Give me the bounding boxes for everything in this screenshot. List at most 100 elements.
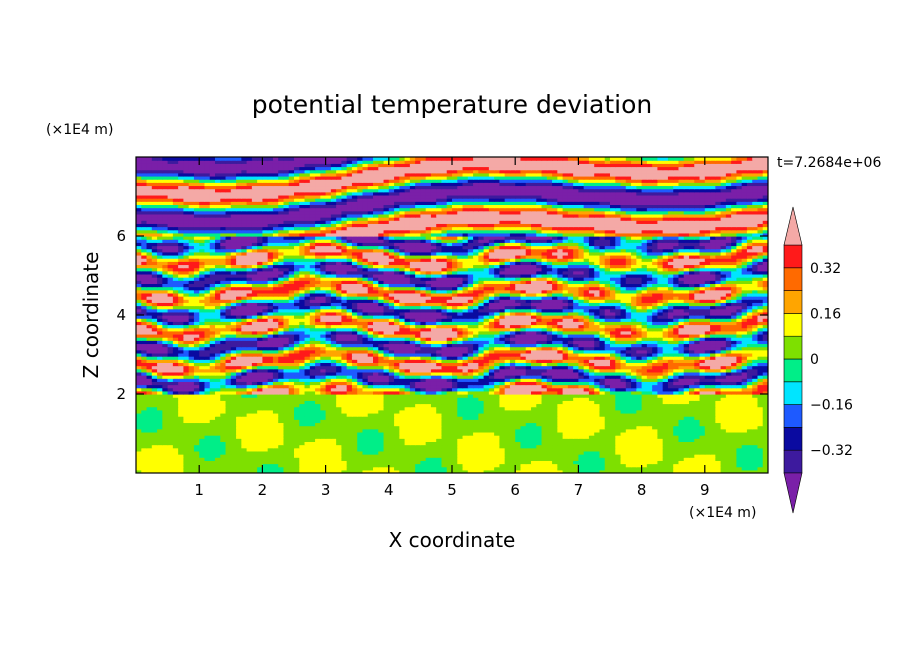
contour-cell xyxy=(441,441,448,446)
contour-cell xyxy=(457,356,464,360)
contour-cell xyxy=(467,390,474,395)
contour-cell xyxy=(531,352,537,357)
contour-cell xyxy=(193,457,200,461)
contour-cell xyxy=(552,352,558,357)
contour-cell xyxy=(452,438,458,442)
contour-cell xyxy=(620,387,627,392)
contour-cell xyxy=(610,384,616,389)
contour-cell xyxy=(251,438,258,442)
contour-cell xyxy=(236,378,242,382)
contour-cell xyxy=(141,343,148,348)
contour-cell xyxy=(388,394,395,398)
contour-cell xyxy=(236,381,242,386)
contour-cell xyxy=(715,362,722,367)
contour-cell xyxy=(246,412,253,417)
contour-cell xyxy=(515,362,522,367)
contour-cell xyxy=(178,457,184,461)
contour-cell xyxy=(504,454,511,458)
contour-cell xyxy=(373,378,379,382)
contour-cell xyxy=(478,460,485,465)
contour-cell xyxy=(346,362,353,367)
contour-cell xyxy=(578,397,585,401)
contour-cell xyxy=(631,368,637,373)
contour-cell xyxy=(394,371,400,376)
contour-cell xyxy=(267,356,274,360)
contour-cell xyxy=(594,441,601,446)
contour-cell xyxy=(520,381,527,386)
contour-cell xyxy=(557,375,564,379)
contour-cell xyxy=(652,469,658,473)
contour-cell xyxy=(625,444,632,449)
contour-cell xyxy=(241,419,248,424)
contour-cell xyxy=(562,431,569,436)
contour-cell xyxy=(141,454,148,458)
contour-cell xyxy=(536,425,543,430)
contour-cell xyxy=(193,419,200,424)
contour-cell xyxy=(499,400,506,405)
contour-cell xyxy=(652,438,658,442)
contour-cell xyxy=(483,352,490,357)
contour-cell xyxy=(404,463,411,468)
contour-cell xyxy=(446,457,453,461)
contour-cell xyxy=(251,397,258,401)
contour-cell xyxy=(757,346,764,351)
contour-cell xyxy=(483,460,490,465)
contour-cell xyxy=(230,450,237,455)
contour-cell xyxy=(715,457,722,461)
contour-cell xyxy=(667,412,674,417)
contour-cell xyxy=(288,454,295,458)
contour-cell xyxy=(578,400,585,405)
contour-cell xyxy=(657,384,664,389)
contour-cell xyxy=(573,403,579,408)
contour-cell xyxy=(309,425,316,430)
contour-cell xyxy=(752,428,759,433)
contour-cell xyxy=(241,378,248,382)
contour-cell xyxy=(220,416,227,420)
contour-cell xyxy=(425,384,432,389)
contour-cell xyxy=(446,463,453,468)
contour-cell xyxy=(483,375,490,379)
contour-cell xyxy=(351,466,358,471)
contour-cell xyxy=(462,387,469,392)
contour-cell xyxy=(157,450,163,455)
contour-cell xyxy=(404,444,411,449)
contour-cell xyxy=(752,416,759,420)
contour-cell xyxy=(241,457,248,461)
contour-cell xyxy=(309,378,316,382)
contour-cell xyxy=(346,403,353,408)
contour-cell xyxy=(299,368,306,373)
contour-cell xyxy=(473,356,479,360)
contour-cell xyxy=(167,346,174,351)
contour-cell xyxy=(694,343,701,348)
contour-cell xyxy=(157,419,163,424)
contour-cell xyxy=(631,387,637,392)
contour-cell xyxy=(425,425,432,430)
contour-cell xyxy=(488,346,495,351)
contour-cell xyxy=(404,441,411,446)
contour-cell xyxy=(172,403,179,408)
contour-cell xyxy=(578,403,585,408)
contour-cell xyxy=(309,387,316,392)
contour-cell xyxy=(731,416,737,420)
contour-cell xyxy=(420,425,427,430)
contour-cell xyxy=(746,416,753,420)
contour-cell xyxy=(420,457,427,461)
contour-cell xyxy=(552,438,558,442)
contour-cell xyxy=(625,419,632,424)
contour-cell xyxy=(736,409,743,414)
contour-cell xyxy=(552,365,558,370)
contour-cell xyxy=(294,438,300,442)
contour-cell xyxy=(467,384,474,389)
contour-cell xyxy=(188,390,195,395)
contour-cell xyxy=(673,428,680,433)
contour-cell xyxy=(346,463,353,468)
contour-cell xyxy=(625,390,632,395)
contour-cell xyxy=(262,340,269,345)
contour-cell xyxy=(604,368,611,373)
contour-cell xyxy=(704,428,711,433)
contour-cell xyxy=(615,428,622,433)
contour-cell xyxy=(236,454,242,458)
contour-cell xyxy=(631,450,637,455)
contour-cell xyxy=(136,457,142,461)
contour-cell xyxy=(488,400,495,405)
